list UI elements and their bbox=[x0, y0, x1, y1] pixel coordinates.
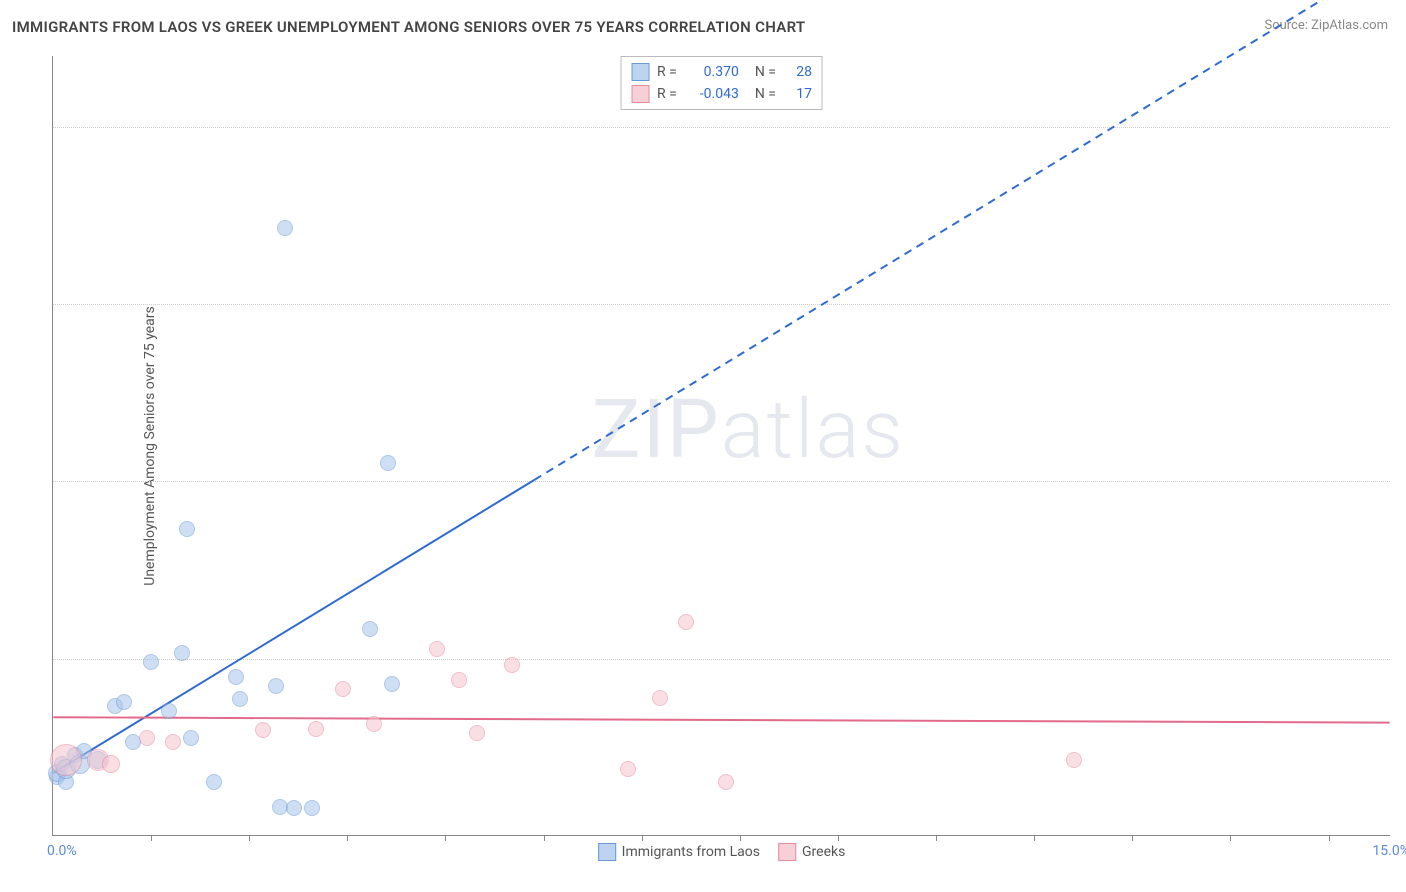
scatter-point bbox=[380, 455, 396, 471]
scatter-point bbox=[504, 657, 520, 673]
scatter-point bbox=[179, 521, 195, 537]
scatter-point bbox=[50, 744, 82, 776]
legend-swatch bbox=[778, 843, 796, 861]
x-tick-mark bbox=[1329, 835, 1330, 841]
watermark-atlas: atlas bbox=[721, 382, 905, 478]
x-tick-mark bbox=[544, 835, 545, 841]
gridline bbox=[53, 127, 1390, 128]
scatter-point bbox=[161, 703, 177, 719]
scatter-point bbox=[174, 645, 190, 661]
scatter-point bbox=[620, 761, 636, 777]
legend-row: R = 0.370 N = 28 bbox=[631, 61, 812, 83]
x-tick-mark bbox=[1230, 835, 1231, 841]
scatter-point bbox=[384, 676, 400, 692]
gridline bbox=[53, 304, 1390, 305]
x-tick-mark bbox=[936, 835, 937, 841]
y-tick-label: 80.0% bbox=[1400, 119, 1406, 135]
scatter-point bbox=[268, 678, 284, 694]
scatter-point bbox=[718, 774, 734, 790]
x-tick-mark bbox=[740, 835, 741, 841]
scatter-point bbox=[102, 755, 120, 773]
y-tick-label: 20.0% bbox=[1400, 651, 1406, 667]
x-tick-max: 15.0% bbox=[1372, 843, 1406, 859]
scatter-point bbox=[678, 614, 694, 630]
chart-plot-area: ZIPatlas R = 0.370 N = 28 R = -0.043 N =… bbox=[52, 56, 1390, 836]
gridline bbox=[53, 659, 1390, 660]
scatter-point bbox=[304, 800, 320, 816]
scatter-point bbox=[366, 716, 382, 732]
scatter-point bbox=[308, 721, 324, 737]
x-tick-mark bbox=[347, 835, 348, 841]
watermark: ZIPatlas bbox=[592, 382, 905, 478]
y-tick-label: 60.0% bbox=[1400, 296, 1406, 312]
source-attribution: Source: ZipAtlas.com bbox=[1264, 18, 1388, 33]
x-tick-min: 0.0% bbox=[47, 843, 77, 859]
legend-r-label: R = bbox=[657, 64, 677, 80]
scatter-point bbox=[206, 774, 222, 790]
legend-item-label: Greeks bbox=[802, 844, 845, 860]
correlation-legend: R = 0.370 N = 28 R = -0.043 N = 17 bbox=[620, 56, 823, 110]
series-legend: Immigrants from Laos Greeks bbox=[598, 843, 846, 861]
x-tick-mark bbox=[838, 835, 839, 841]
legend-r-value: 0.370 bbox=[685, 64, 739, 80]
scatter-point bbox=[286, 800, 302, 816]
legend-item: Greeks bbox=[778, 843, 845, 861]
scatter-point bbox=[335, 681, 351, 697]
scatter-point bbox=[228, 669, 244, 685]
legend-n-label: N = bbox=[755, 86, 776, 102]
chart-title: IMMIGRANTS FROM LAOS VS GREEK UNEMPLOYME… bbox=[12, 18, 805, 36]
trend-lines-svg bbox=[53, 56, 1390, 835]
y-tick-label: 40.0% bbox=[1400, 473, 1406, 489]
legend-item: Immigrants from Laos bbox=[598, 843, 760, 861]
watermark-zip: ZIP bbox=[592, 382, 721, 478]
scatter-point bbox=[451, 672, 467, 688]
legend-r-label: R = bbox=[657, 86, 677, 102]
scatter-point bbox=[139, 730, 155, 746]
x-tick-mark bbox=[249, 835, 250, 841]
scatter-point bbox=[183, 730, 199, 746]
legend-swatch bbox=[598, 843, 616, 861]
legend-swatch bbox=[631, 85, 649, 103]
scatter-point bbox=[469, 725, 485, 741]
scatter-point bbox=[277, 220, 293, 236]
x-tick-mark bbox=[1034, 835, 1035, 841]
x-tick-mark bbox=[642, 835, 643, 841]
legend-r-value: -0.043 bbox=[685, 86, 739, 102]
scatter-point bbox=[143, 654, 159, 670]
gridline bbox=[53, 481, 1390, 482]
scatter-point bbox=[1066, 752, 1082, 768]
scatter-point bbox=[429, 641, 445, 657]
scatter-point bbox=[362, 621, 378, 637]
scatter-point bbox=[116, 694, 132, 710]
x-tick-mark bbox=[445, 835, 446, 841]
scatter-point bbox=[165, 734, 181, 750]
legend-n-label: N = bbox=[755, 64, 776, 80]
x-tick-mark bbox=[151, 835, 152, 841]
scatter-point bbox=[232, 691, 248, 707]
legend-n-value: 28 bbox=[784, 64, 812, 80]
legend-row: R = -0.043 N = 17 bbox=[631, 83, 812, 105]
scatter-point bbox=[255, 722, 271, 738]
scatter-point bbox=[652, 690, 668, 706]
legend-swatch bbox=[631, 63, 649, 81]
legend-n-value: 17 bbox=[784, 86, 812, 102]
legend-item-label: Immigrants from Laos bbox=[622, 844, 760, 860]
x-tick-mark bbox=[1132, 835, 1133, 841]
